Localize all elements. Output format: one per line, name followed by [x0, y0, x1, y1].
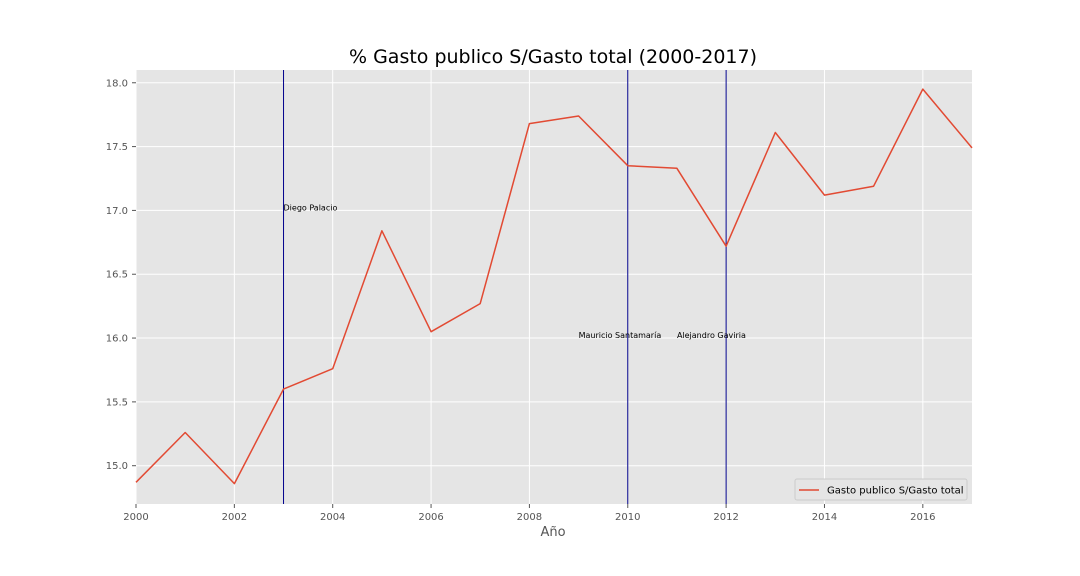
x-tick-label: 2010 [615, 512, 640, 523]
y-tick-label: 15.0 [106, 461, 128, 472]
x-axis-ticks: 2000 2002 2004 2006 2008 2010 2012 2014 2016 [123, 504, 936, 523]
legend-label: Gasto publico S/Gasto total [827, 486, 964, 497]
x-tick-label: 2006 [418, 512, 443, 523]
y-tick-label: 17.5 [106, 142, 128, 153]
y-axis-ticks: 15.0 15.5 16.0 16.5 17.0 17.5 18.0 [106, 78, 136, 472]
x-tick-label: 2000 [123, 512, 148, 523]
x-tick-label: 2012 [713, 512, 738, 523]
series-line [135, 88, 973, 485]
reference-lines [283, 70, 727, 504]
plot-area [136, 70, 972, 504]
annotation-label: Alejandro Gaviria [677, 331, 746, 340]
x-tick-label: 2014 [812, 512, 837, 523]
y-tick-label: 16.5 [106, 270, 128, 281]
legend: Gasto publico S/Gasto total [794, 478, 968, 501]
x-tick-label: 2016 [910, 512, 935, 523]
x-tick-label: 2004 [320, 512, 345, 523]
x-tick-label: 2002 [222, 512, 247, 523]
annotations: Diego Palacio Mauricio Santamaría Alejandr… [284, 203, 746, 340]
legend-box [794, 478, 968, 501]
x-axis-label: Año [540, 525, 565, 540]
y-tick-label: 18.0 [106, 78, 128, 89]
y-tick-label: 15.5 [106, 397, 128, 408]
chart-title: % Gasto publico S/Gasto total (2000-2017… [349, 46, 757, 68]
annotation-label: Mauricio Santamaría [579, 331, 662, 340]
x-tick-label: 2008 [517, 512, 542, 523]
series-layer [135, 88, 973, 485]
annotation-label: Diego Palacio [284, 203, 338, 212]
y-tick-label: 16.0 [106, 334, 128, 345]
y-tick-label: 17.0 [106, 206, 128, 217]
